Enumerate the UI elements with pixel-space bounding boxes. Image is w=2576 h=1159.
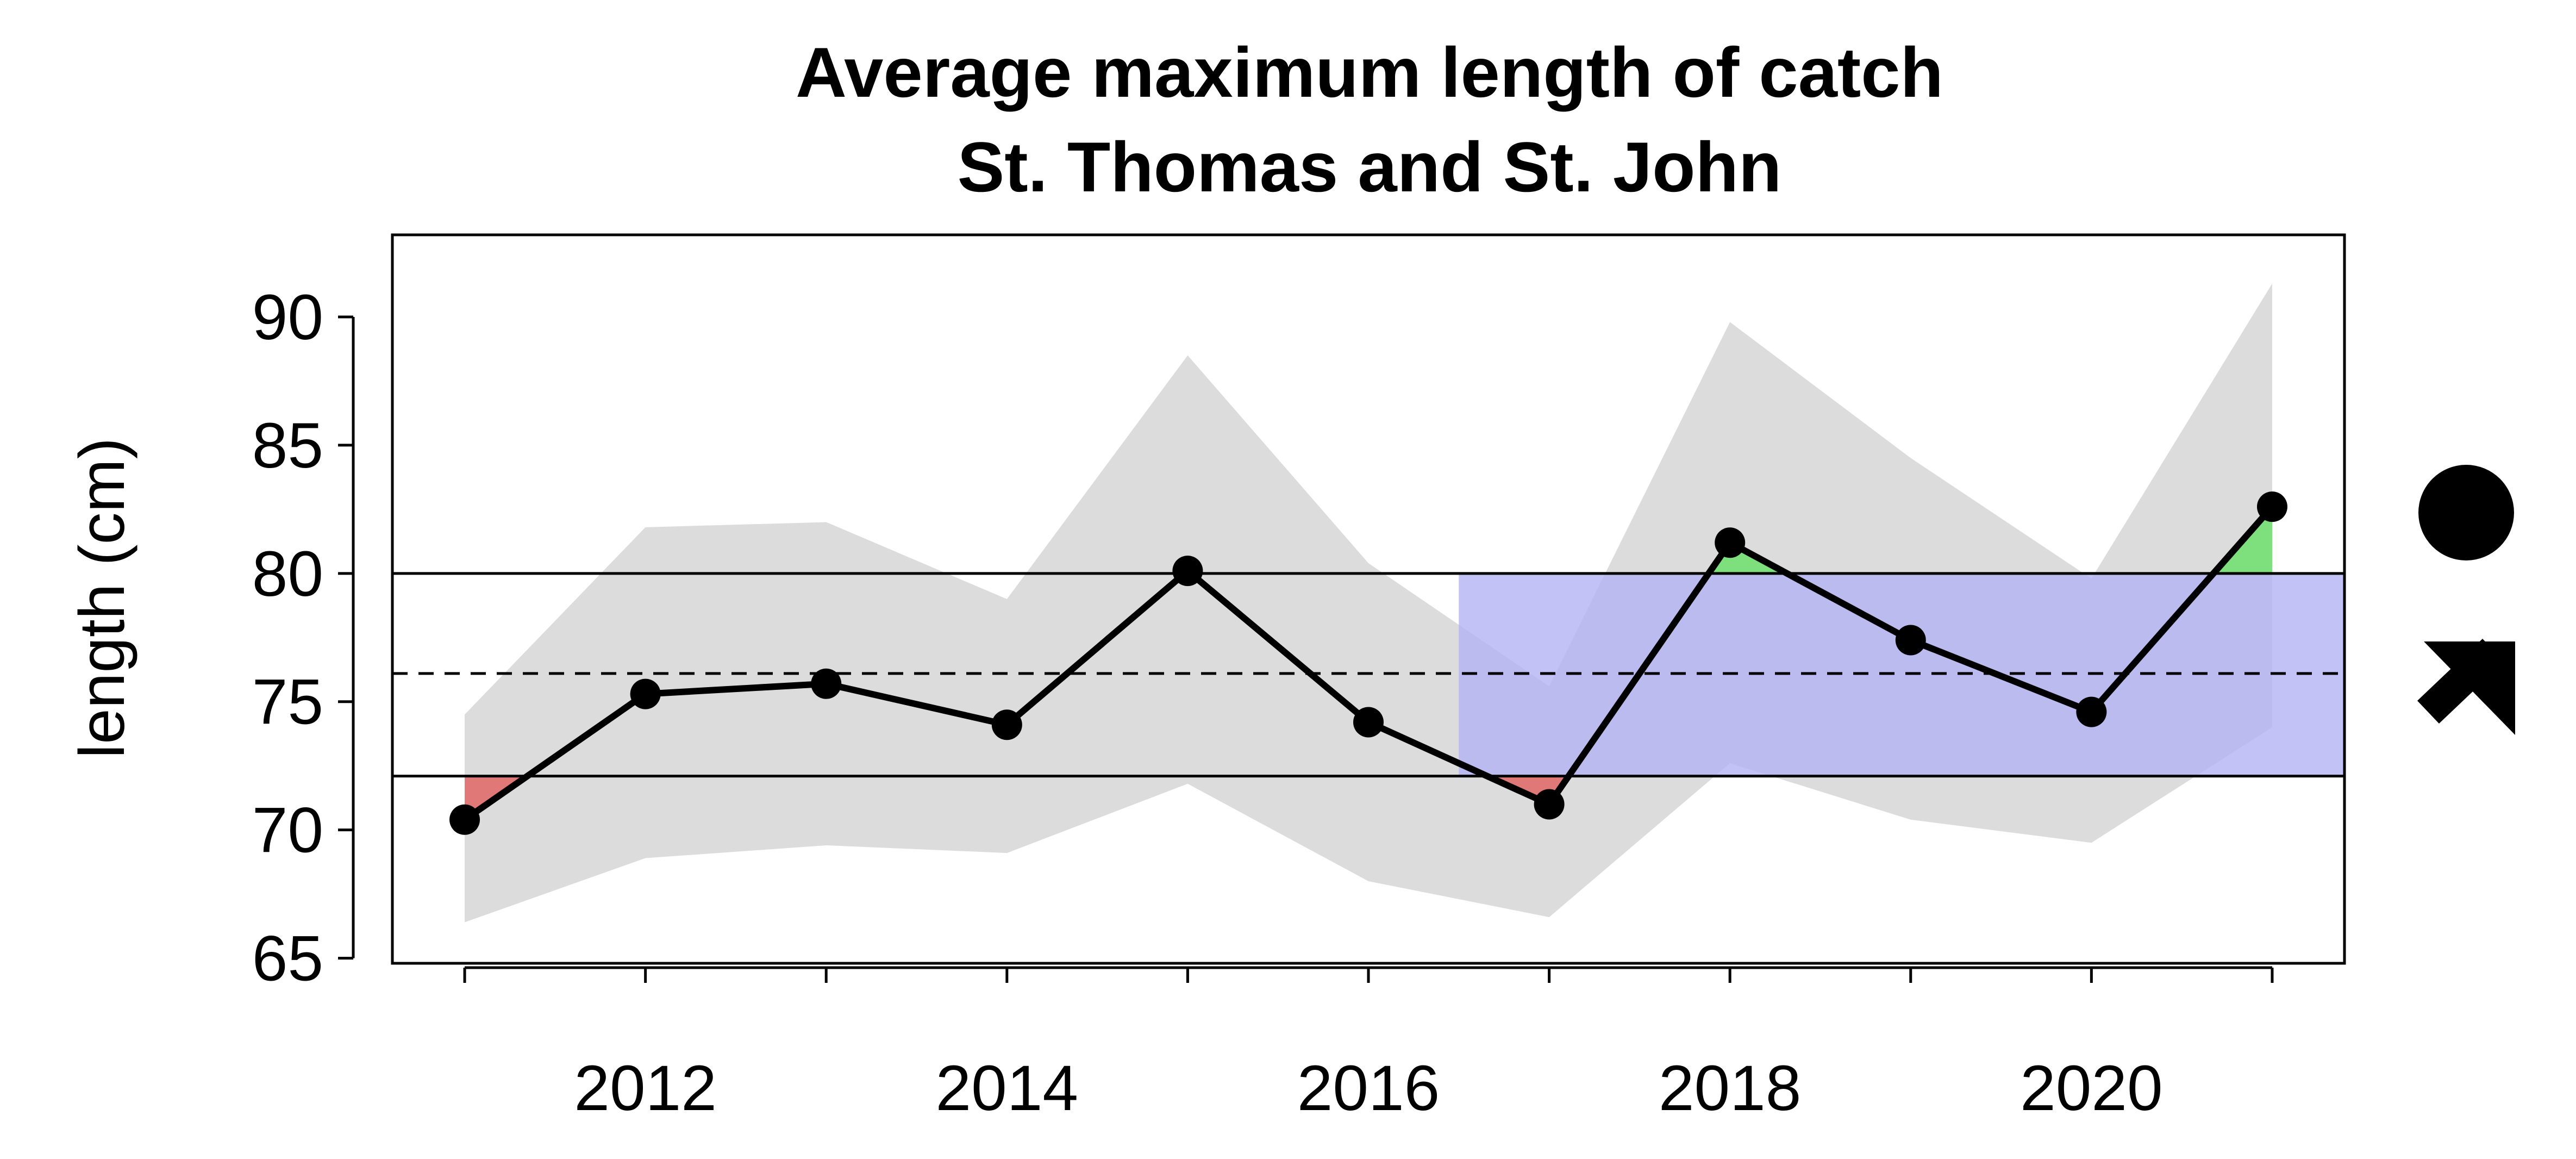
y-tick-label: 80 [252, 538, 323, 610]
plot-border [391, 233, 2346, 965]
y-tick-label: 90 [252, 282, 323, 353]
x-tick-label: 2014 [936, 1052, 1079, 1124]
chart-title: Average maximum length of catch [796, 33, 1943, 112]
x-tick-label: 2018 [1659, 1052, 1802, 1124]
y-tick-label: 75 [252, 666, 323, 738]
data-point [1172, 556, 1203, 587]
data-point [991, 709, 1022, 740]
indicator-panel [2417, 465, 2515, 735]
plot-area [391, 233, 2346, 965]
data-point [2076, 696, 2107, 727]
chart-subtitle: St. Thomas and St. John [958, 127, 1782, 207]
arrow-up-right-icon [2417, 638, 2515, 735]
y-tick-label: 70 [252, 795, 323, 867]
data-point [811, 668, 842, 699]
x-tick-label: 2016 [1297, 1052, 1440, 1124]
x-tick-label: 2012 [574, 1052, 717, 1124]
y-tick-label: 65 [252, 923, 323, 995]
x-axis: 2012 2014 2016 2018 2020 [463, 966, 2274, 1124]
data-point [449, 804, 480, 835]
data-point [630, 678, 661, 709]
data-point [1353, 707, 1384, 738]
x-tick-label: 2020 [2020, 1052, 2163, 1124]
y-tick-label: 85 [252, 410, 323, 482]
filled-circle-icon [2418, 465, 2514, 560]
data-point [2256, 491, 2287, 522]
data-point [1715, 527, 1746, 558]
y-axis: 65 70 75 80 85 90 [252, 282, 355, 995]
data-point [1534, 789, 1565, 820]
data-point [1895, 625, 1926, 656]
y-axis-label: length (cm) [66, 438, 138, 758]
